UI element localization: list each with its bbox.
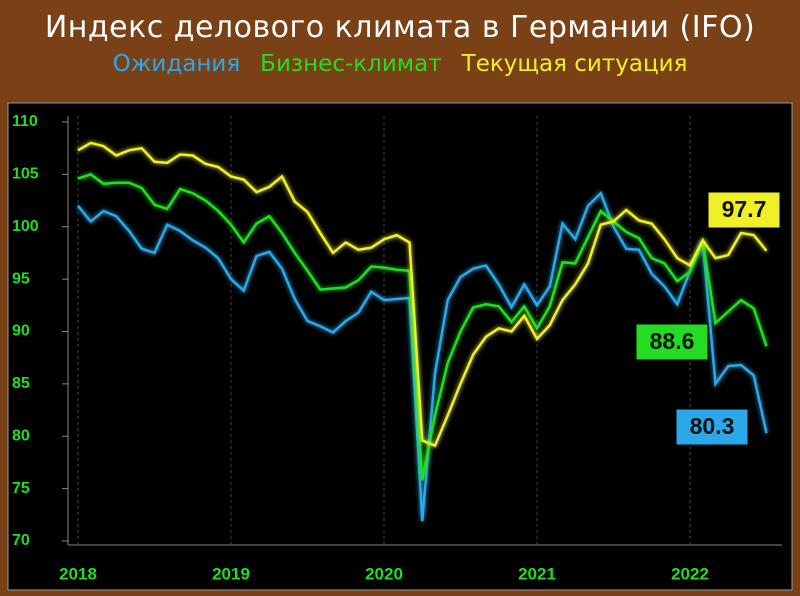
- legend-entry: Бизнес-климат: [260, 51, 442, 77]
- series-line: [77, 190, 768, 522]
- value-label: 97.7: [722, 196, 767, 222]
- y-tick-label: 95: [12, 270, 30, 287]
- y-tick-label: 80: [12, 427, 30, 444]
- y-tick-label: 75: [12, 480, 30, 497]
- header: Индекс делового климата в Германии (IFO)…: [0, 0, 800, 100]
- y-tick-label: 70: [12, 532, 30, 549]
- y-tick-label: 105: [12, 166, 39, 183]
- legend: Ожидания Бизнес-климат Текущая ситуация: [0, 51, 800, 77]
- value-label-box: [707, 191, 781, 229]
- value-label: 88.6: [650, 328, 695, 354]
- y-tick-label: 90: [12, 323, 30, 340]
- y-tick-label: 110: [12, 113, 38, 130]
- legend-entry: Ожидания: [112, 51, 241, 77]
- x-tick-label: 2018: [59, 564, 97, 583]
- series-line: [77, 172, 768, 481]
- value-label: 80.3: [690, 413, 735, 439]
- x-tick-label: 2020: [365, 564, 403, 583]
- series-line: [77, 141, 768, 448]
- legend-entry: Текущая ситуация: [461, 51, 688, 77]
- x-tick-label: 2019: [212, 564, 250, 583]
- y-tick-label: 100: [12, 218, 39, 235]
- value-label-box: [635, 323, 709, 361]
- value-label-box: [675, 408, 749, 446]
- x-tick-label: 2022: [671, 564, 709, 583]
- x-tick-label: 2021: [518, 564, 556, 583]
- y-tick-label: 85: [12, 375, 30, 392]
- chart-title: Индекс делового климата в Германии (IFO): [44, 10, 756, 45]
